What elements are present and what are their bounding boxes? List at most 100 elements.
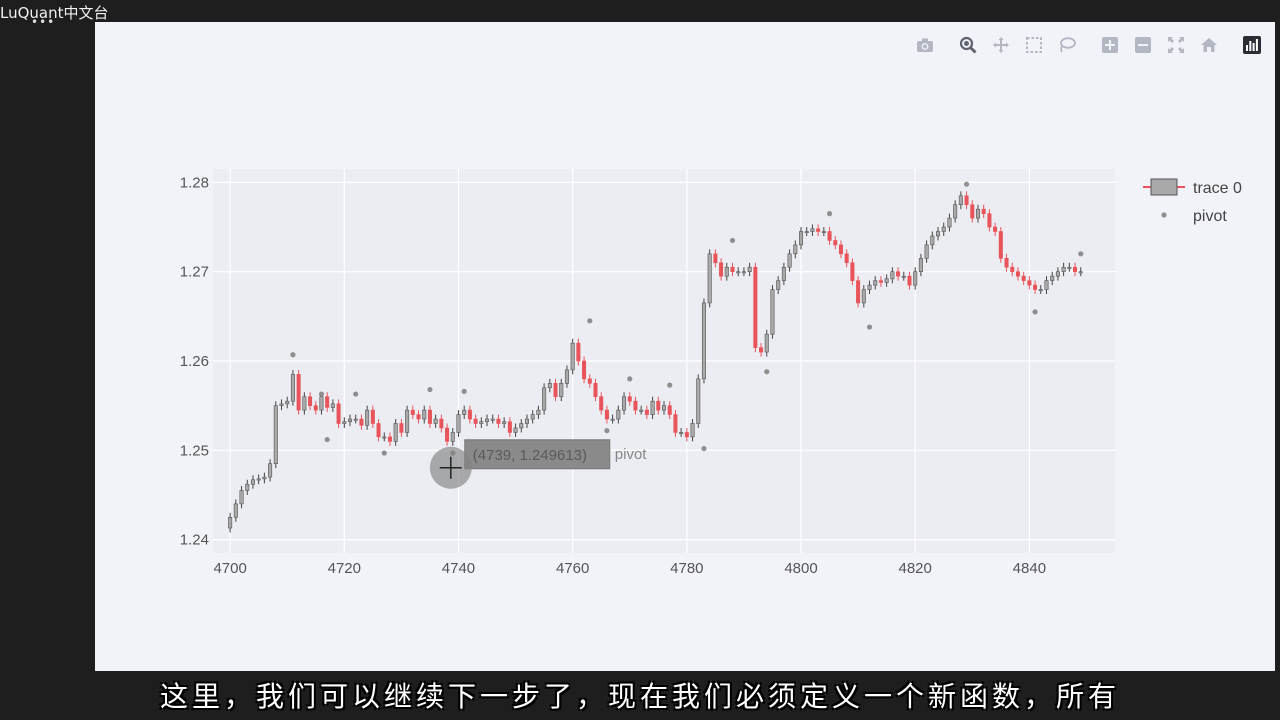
candle-body bbox=[918, 258, 923, 272]
candle-body bbox=[564, 369, 569, 384]
candle-body bbox=[330, 403, 335, 408]
candlestick-chart[interactable]: 1.24 1.25 1.26 1.27 1.28 4700 4720 4740 4760 4780… bbox=[95, 22, 1275, 671]
candle-body bbox=[604, 409, 609, 420]
candle-body bbox=[741, 271, 746, 274]
candle-body bbox=[707, 253, 712, 304]
candle-body bbox=[513, 427, 518, 433]
candle-body bbox=[867, 284, 872, 290]
candle-body bbox=[536, 409, 541, 415]
box-select-icon[interactable] bbox=[1023, 34, 1045, 56]
candle-body bbox=[610, 418, 615, 421]
zoom-in-icon[interactable] bbox=[1099, 34, 1121, 56]
candle-body bbox=[502, 421, 507, 424]
candle-body bbox=[913, 271, 918, 286]
y-tick-label: 1.25 bbox=[180, 442, 209, 459]
pivot-point bbox=[1078, 251, 1084, 257]
candle-body bbox=[570, 342, 575, 371]
candle-body bbox=[427, 409, 432, 424]
candle-body bbox=[622, 396, 627, 411]
autoscale-icon[interactable] bbox=[1165, 34, 1187, 56]
candle-body bbox=[239, 490, 244, 505]
candle-body bbox=[776, 280, 781, 290]
candle-body bbox=[781, 266, 786, 281]
candle-body bbox=[279, 403, 284, 406]
camera-icon[interactable] bbox=[914, 34, 936, 56]
lasso-icon[interactable] bbox=[1056, 34, 1078, 56]
video-subtitle: 这里，我们可以继续下一步了，现在我们必须定义一个新函数，所有 bbox=[40, 677, 1240, 717]
corner-arrow-icon[interactable]: ˄ bbox=[1270, 0, 1276, 10]
candle-body bbox=[947, 217, 952, 228]
candle-body bbox=[901, 275, 906, 278]
candle-body bbox=[262, 476, 267, 480]
candle-body bbox=[462, 409, 467, 415]
candle-body bbox=[981, 208, 986, 214]
pivot-point bbox=[866, 324, 873, 330]
candle-body bbox=[690, 423, 695, 438]
x-tick-label: 4720 bbox=[328, 560, 361, 577]
pivot-point bbox=[701, 445, 707, 452]
candle-body bbox=[747, 266, 752, 272]
pan-icon[interactable] bbox=[990, 34, 1012, 56]
y-tick-label: 1.27 bbox=[180, 264, 209, 281]
candle-body bbox=[302, 396, 307, 411]
candle-body bbox=[348, 418, 353, 423]
y-tick-label: 1.24 bbox=[180, 532, 209, 549]
candle-body bbox=[890, 271, 895, 280]
x-tick-label: 4840 bbox=[1013, 560, 1046, 577]
candle-body bbox=[399, 423, 404, 433]
pivot-point bbox=[353, 391, 359, 397]
candle-body bbox=[713, 253, 718, 264]
candle-body bbox=[599, 396, 604, 411]
candle-body bbox=[308, 396, 313, 406]
candle-body bbox=[1044, 280, 1049, 290]
candle-body bbox=[445, 427, 450, 442]
candle-body bbox=[873, 280, 878, 286]
candle-body bbox=[507, 421, 512, 433]
candle-body bbox=[650, 400, 655, 415]
pivot-point bbox=[627, 376, 633, 382]
candle-body bbox=[393, 423, 398, 442]
candle-body bbox=[593, 383, 598, 398]
candle-body bbox=[365, 409, 370, 426]
candle-body bbox=[679, 432, 684, 434]
candle-body bbox=[639, 409, 644, 412]
candle-body bbox=[1061, 266, 1066, 272]
pivot-point bbox=[963, 181, 970, 187]
candle-body bbox=[467, 409, 472, 420]
candle-body bbox=[844, 253, 849, 264]
candle-body bbox=[770, 289, 775, 335]
reset-axes-icon[interactable] bbox=[1198, 34, 1220, 56]
candle-body bbox=[245, 483, 250, 491]
plotly-modebar bbox=[903, 34, 1263, 56]
candle-body bbox=[804, 231, 809, 234]
pivot-point bbox=[461, 388, 467, 394]
candle-body bbox=[1033, 284, 1038, 290]
candle-body bbox=[1010, 266, 1015, 272]
hover-box bbox=[464, 439, 611, 470]
candle-body bbox=[667, 405, 672, 415]
x-tick-label: 4780 bbox=[670, 560, 703, 577]
candle-body bbox=[736, 271, 741, 274]
candle-body bbox=[633, 400, 638, 411]
pivot-point bbox=[1032, 309, 1038, 315]
pivot-point bbox=[764, 369, 770, 375]
candle-body bbox=[673, 414, 678, 433]
x-tick-label: 4760 bbox=[556, 560, 589, 577]
candle-body bbox=[1055, 271, 1060, 277]
zoom-icon[interactable] bbox=[957, 34, 979, 56]
candle-body bbox=[1015, 271, 1020, 277]
candle-body bbox=[719, 262, 724, 277]
more-dots[interactable]: ••• bbox=[31, 15, 56, 29]
candle-body bbox=[930, 235, 935, 246]
legend-pivot-marker bbox=[1161, 212, 1167, 218]
pivot-point bbox=[324, 436, 330, 443]
candle-body bbox=[816, 228, 821, 232]
x-tick-label: 4800 bbox=[784, 560, 817, 577]
x-tick-label: 4700 bbox=[213, 560, 246, 577]
candle-body bbox=[530, 414, 535, 420]
plotly-logo-icon[interactable] bbox=[1241, 34, 1263, 56]
candle-body bbox=[987, 213, 992, 228]
candle-body bbox=[627, 396, 632, 402]
candle-body bbox=[456, 414, 461, 433]
zoom-out-icon[interactable] bbox=[1132, 34, 1154, 56]
